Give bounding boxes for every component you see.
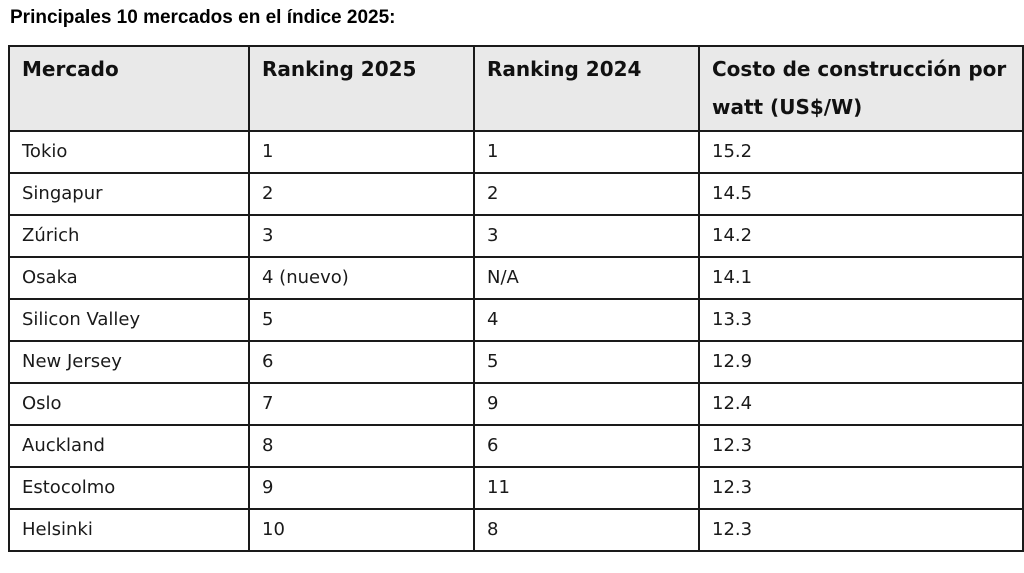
table-row: Oslo 7 9 12.4 — [8, 382, 1024, 426]
cell-ranking-2024: 5 — [473, 340, 700, 384]
cell-mercado: New Jersey — [8, 340, 250, 384]
table-row: Zúrich 3 3 14.2 — [8, 214, 1024, 258]
cell-costo-por-watt: 12.4 — [698, 382, 1024, 426]
cell-mercado: Estocolmo — [8, 466, 250, 510]
cell-ranking-2024: 8 — [473, 508, 700, 552]
cell-mercado: Singapur — [8, 172, 250, 216]
cell-ranking-2025: 1 — [248, 130, 475, 174]
cell-mercado: Silicon Valley — [8, 298, 250, 342]
table-row: Osaka 4 (nuevo) N/A 14.1 — [8, 256, 1024, 300]
cell-costo-por-watt: 12.3 — [698, 424, 1024, 468]
cell-ranking-2025: 10 — [248, 508, 475, 552]
column-header-ranking-2024: Ranking 2024 — [473, 45, 700, 132]
cell-mercado: Tokio — [8, 130, 250, 174]
cell-ranking-2025: 7 — [248, 382, 475, 426]
table-row: Silicon Valley 5 4 13.3 — [8, 298, 1024, 342]
table-row: Singapur 2 2 14.5 — [8, 172, 1024, 216]
cell-ranking-2024: 9 — [473, 382, 700, 426]
table-row: Auckland 8 6 12.3 — [8, 424, 1024, 468]
table-body: Tokio 1 1 15.2 Singapur 2 2 14.5 Zúrich 3 3 14.2 Osa… — [8, 130, 1024, 552]
cell-ranking-2024: 1 — [473, 130, 700, 174]
page-title: Principales 10 mercados en el índice 202… — [10, 7, 396, 28]
cell-ranking-2024: N/A — [473, 256, 700, 300]
cell-ranking-2024: 11 — [473, 466, 700, 510]
column-header-ranking-2025: Ranking 2025 — [248, 45, 475, 132]
cell-costo-por-watt: 12.9 — [698, 340, 1024, 384]
cell-mercado: Osaka — [8, 256, 250, 300]
cell-costo-por-watt: 14.2 — [698, 214, 1024, 258]
cell-ranking-2025: 3 — [248, 214, 475, 258]
cell-ranking-2024: 4 — [473, 298, 700, 342]
table-row: New Jersey 6 5 12.9 — [8, 340, 1024, 384]
cell-ranking-2024: 6 — [473, 424, 700, 468]
cell-ranking-2025: 9 — [248, 466, 475, 510]
table-row: Tokio 1 1 15.2 — [8, 130, 1024, 174]
table-header-row: Mercado Ranking 2025 Ranking 2024 Costo … — [8, 45, 1024, 132]
cell-ranking-2025: 2 — [248, 172, 475, 216]
table-row: Helsinki 10 8 12.3 — [8, 508, 1024, 552]
cell-costo-por-watt: 14.5 — [698, 172, 1024, 216]
cell-costo-por-watt: 15.2 — [698, 130, 1024, 174]
cell-ranking-2025: 6 — [248, 340, 475, 384]
cell-ranking-2024: 3 — [473, 214, 700, 258]
cell-ranking-2025: 5 — [248, 298, 475, 342]
column-header-costo-por-watt: Costo de construcción por watt (US$/W) — [698, 45, 1024, 132]
cell-costo-por-watt: 14.1 — [698, 256, 1024, 300]
cell-mercado: Oslo — [8, 382, 250, 426]
cell-ranking-2025: 4 (nuevo) — [248, 256, 475, 300]
cell-costo-por-watt: 13.3 — [698, 298, 1024, 342]
cell-costo-por-watt: 12.3 — [698, 466, 1024, 510]
cell-ranking-2025: 8 — [248, 424, 475, 468]
table-row: Estocolmo 9 11 12.3 — [8, 466, 1024, 510]
cell-mercado: Auckland — [8, 424, 250, 468]
cell-mercado: Zúrich — [8, 214, 250, 258]
cell-mercado: Helsinki — [8, 508, 250, 552]
cell-ranking-2024: 2 — [473, 172, 700, 216]
column-header-mercado: Mercado — [8, 45, 250, 132]
cell-costo-por-watt: 12.3 — [698, 508, 1024, 552]
markets-ranking-table: Mercado Ranking 2025 Ranking 2024 Costo … — [8, 45, 1024, 552]
